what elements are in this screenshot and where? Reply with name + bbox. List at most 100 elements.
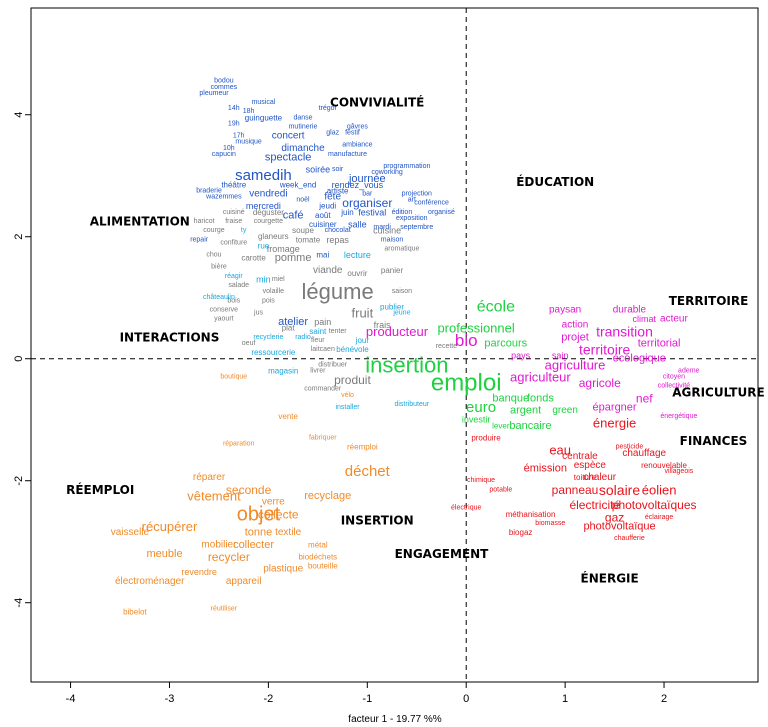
- word-point: ademe: [678, 367, 700, 374]
- word-point: lecture: [344, 250, 371, 260]
- word-point: climat: [632, 314, 656, 324]
- word-point: fabriquer: [309, 435, 337, 442]
- word-point: chocolat: [325, 227, 351, 234]
- word-point: investir: [462, 415, 491, 425]
- word-point: toiture: [574, 473, 597, 482]
- word-point: pomme: [275, 252, 312, 264]
- x-tick-label: 1: [562, 693, 568, 705]
- word-point: radio: [295, 334, 311, 341]
- word-point: vente: [278, 412, 298, 421]
- word-point: programmation: [383, 163, 430, 170]
- theme-label: INTERACTIONS: [120, 330, 220, 344]
- word-point: min: [256, 274, 271, 284]
- word-point: viande: [313, 265, 343, 276]
- word-point: café: [283, 209, 304, 221]
- word-point: recycler: [208, 550, 250, 564]
- word-point: fleur: [311, 337, 325, 344]
- word-point: réemploi: [347, 443, 378, 452]
- word-point: vélo: [341, 392, 354, 399]
- word-point: cuisiner: [309, 220, 337, 229]
- word-point: gâvres: [347, 123, 369, 130]
- word-point: renouvelable: [641, 461, 687, 470]
- x-tick-label: -4: [66, 693, 76, 705]
- word-point: panneau: [552, 483, 599, 497]
- word-point: revendre: [181, 567, 217, 577]
- word-point: éclairage: [645, 514, 674, 521]
- word-point: week_end: [279, 180, 316, 189]
- word-point: dimanche: [281, 143, 325, 154]
- word-point: spectacle: [265, 151, 311, 163]
- word-point: salade: [228, 282, 249, 289]
- word-point: collecter: [233, 539, 274, 551]
- word-point: fête: [324, 192, 341, 203]
- word-point: commander: [304, 386, 342, 393]
- word-point: bière: [211, 264, 227, 271]
- word-point: glaneurs: [258, 232, 289, 241]
- word-point: bénévole: [336, 345, 369, 354]
- word-point: maison: [381, 236, 404, 243]
- word-point: déguster: [253, 208, 284, 217]
- word-point: producteur: [366, 324, 429, 339]
- word-point: miel: [272, 276, 285, 283]
- word-point: trégor: [319, 105, 338, 112]
- word-point: projection: [402, 191, 432, 198]
- word-point: appareil: [226, 576, 262, 587]
- word-point: aromatique: [384, 245, 419, 252]
- word-point: fruit: [352, 305, 374, 320]
- word-point: organisé: [428, 209, 455, 216]
- word-point: conserve: [210, 306, 239, 313]
- word-point: jour: [355, 336, 370, 345]
- word-point: vaisselle: [111, 527, 150, 538]
- word-point: collecte: [258, 507, 299, 521]
- word-point: plastique: [263, 564, 303, 575]
- word-point: gaz: [605, 510, 624, 524]
- word-point: samedih: [235, 167, 292, 184]
- word-point: recette: [436, 343, 458, 350]
- x-tick-label: 2: [661, 693, 667, 705]
- theme-label: FINANCES: [680, 434, 748, 448]
- word-point: danse: [293, 114, 312, 121]
- word-point: électrique: [451, 505, 481, 512]
- word-point: bancaire: [509, 420, 551, 432]
- word-point: capucin: [212, 151, 236, 158]
- word-point: soir: [332, 166, 344, 173]
- word-point: ouvrir: [347, 269, 367, 278]
- theme-label: INSERTION: [341, 513, 414, 527]
- y-tick-label: -4: [13, 598, 25, 608]
- word-point: solaire: [599, 482, 640, 498]
- word-point: festif: [345, 130, 360, 137]
- word-point: parcours: [484, 337, 527, 349]
- word-point: tenter: [329, 328, 348, 335]
- word-point: textile: [275, 527, 302, 538]
- word-point: chou: [206, 252, 221, 259]
- word-point: fromage: [267, 244, 300, 254]
- word-point: métal: [308, 540, 328, 549]
- word-point: éolien: [642, 482, 677, 497]
- theme-label: AGRICULTURE: [672, 385, 764, 399]
- word-point: sain: [552, 351, 569, 361]
- word-point: art: [408, 197, 416, 204]
- word-point: chaleur: [583, 472, 616, 483]
- word-point: fonds: [527, 392, 554, 404]
- word-point: bio: [455, 331, 478, 350]
- word-point: mai: [316, 251, 329, 260]
- word-point: concert: [272, 131, 305, 142]
- word-point: 19h: [228, 120, 240, 127]
- word-point: volaille: [263, 288, 285, 295]
- word-point: seconde: [226, 483, 272, 497]
- word-point: braderie: [196, 187, 222, 194]
- word-point: artiste: [327, 186, 349, 195]
- word-point: transition: [596, 323, 653, 339]
- word-point: haricot: [194, 218, 215, 225]
- word-point: festival: [358, 207, 386, 217]
- word-point: projet: [561, 331, 589, 343]
- word-point: pois: [262, 297, 275, 304]
- x-tick-label: -3: [165, 693, 175, 705]
- word-point: chauffage: [622, 448, 666, 459]
- word-point: oeuf: [242, 340, 256, 347]
- word-point: pays: [511, 351, 531, 361]
- word-point: électroménager: [115, 576, 185, 587]
- theme-label: ÉDUCATION: [516, 174, 594, 189]
- word-point: bar: [362, 191, 373, 198]
- word-point: septembre: [400, 224, 433, 231]
